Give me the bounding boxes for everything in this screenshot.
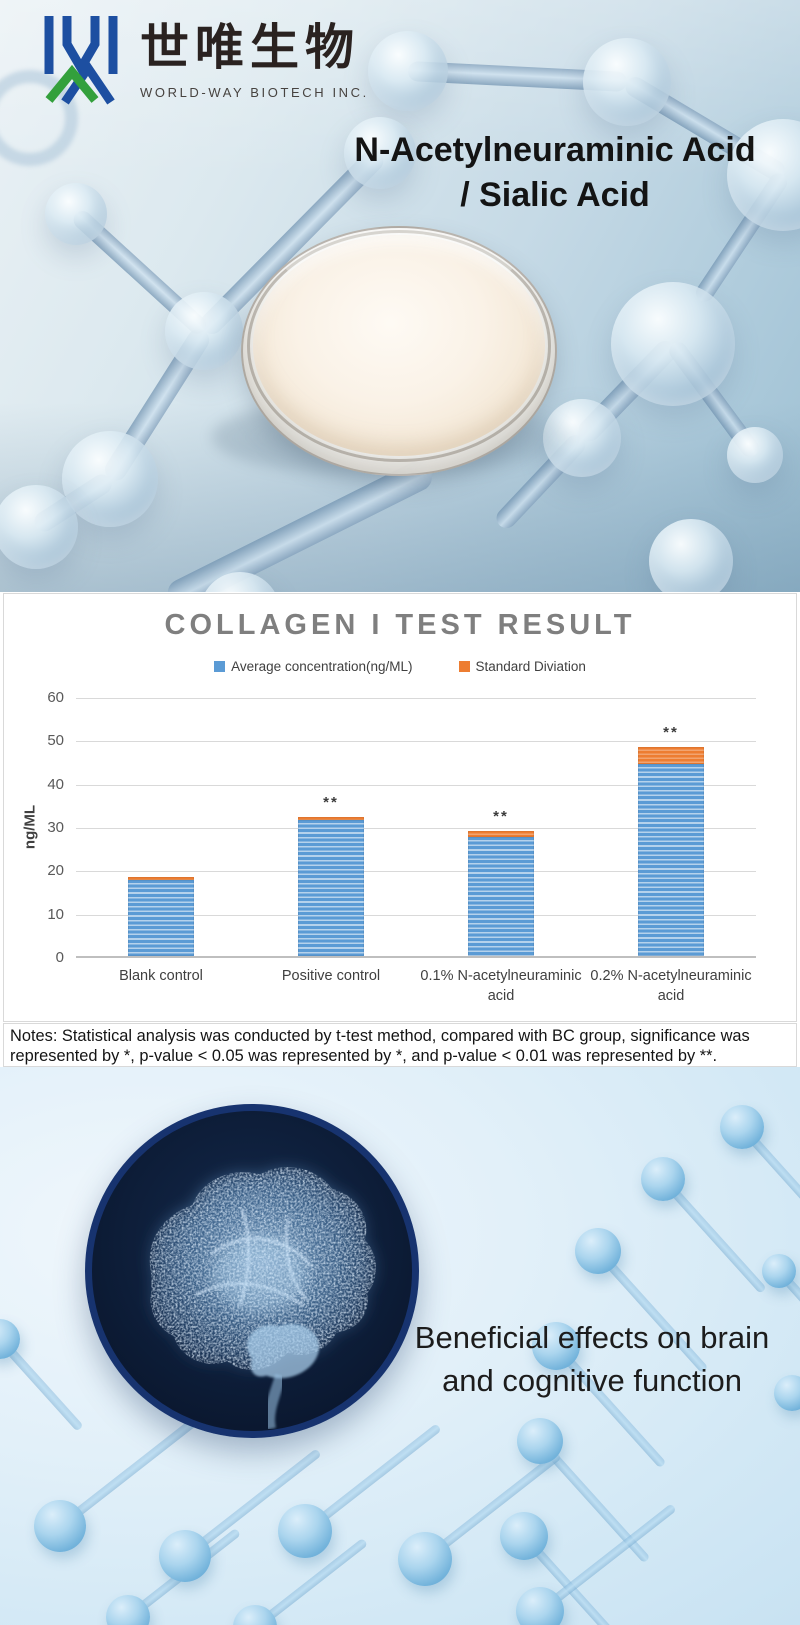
dna-sphere (720, 1105, 764, 1149)
chart-plot-area: ng/ML 0 10 20 30 40 50 60 Blank control ** Positi… (22, 689, 756, 1004)
molecule-sphere (543, 399, 621, 477)
bar-average (468, 837, 534, 956)
x-category-label: 0.2% N-acetylneuraminic acid (590, 968, 752, 1005)
dna-sphere (398, 1532, 452, 1586)
bottom-caption-line2: and cognitive function (442, 1362, 742, 1398)
gridline (76, 698, 756, 699)
molecule-sphere (611, 282, 735, 406)
bar-standard-deviation (638, 746, 704, 764)
legend-label-sd: Standard Diviation (475, 659, 586, 674)
dna-sphere (517, 1418, 563, 1464)
brain-image (85, 1104, 419, 1438)
molecule-sphere (727, 427, 783, 483)
molecule-sphere (62, 431, 158, 527)
bottom-caption-line1: Beneficial effects on brain (414, 1320, 770, 1355)
molecule-sphere (45, 183, 107, 245)
dna-sphere (500, 1512, 548, 1560)
bar-standard-deviation (128, 876, 194, 881)
dna-sphere (34, 1500, 86, 1552)
bottom-caption: Beneficial effects on brain and cognitiv… (402, 1317, 782, 1403)
bar-standard-deviation (298, 817, 364, 820)
y-tick-label: 20 (47, 862, 64, 880)
hero-molecule-decor (0, 0, 800, 592)
brand-logo: 世唯生物 WORLD-WAY BIOTECH INC. (38, 16, 369, 106)
notes-section: Notes: Statistical analysis was conducte… (0, 1023, 800, 1067)
dna-sphere (278, 1504, 332, 1558)
molecule-sphere (200, 572, 280, 592)
significance-label: ** (663, 723, 679, 741)
chart-title: COLLAGEN I TEST RESULT (164, 609, 636, 641)
brain-banner: Beneficial effects on brain and cognitiv… (0, 1067, 800, 1625)
dna-sphere (106, 1595, 150, 1625)
legend-label-average: Average concentration(ng/ML) (231, 659, 413, 674)
dna-sphere (516, 1587, 564, 1625)
y-tick-label: 40 (47, 775, 64, 793)
product-title-line2: / Sialic Acid (460, 176, 650, 215)
dna-sphere (774, 1375, 800, 1411)
x-category-label: Blank control (119, 968, 203, 984)
chart-legend: Average concentration(ng/ML) Standard Di… (4, 659, 796, 674)
legend-swatch-orange (458, 661, 470, 672)
x-category-label: 0.1% N-acetylneuraminic acid (420, 968, 582, 1005)
dna-sphere (575, 1228, 621, 1274)
gridline (76, 871, 756, 873)
bar-average (298, 819, 364, 956)
gridline (76, 741, 756, 743)
legend-swatch-blue (214, 661, 226, 672)
dna-sphere (762, 1254, 796, 1288)
bar-average (128, 880, 194, 956)
notes-line2: represented by *, p-value < 0.05 was rep… (10, 1047, 718, 1066)
brand-name-cn: 世唯生物 (140, 21, 361, 75)
dish-rim (247, 230, 551, 462)
molecule-sphere (368, 31, 448, 111)
bar-average (638, 763, 704, 956)
dna-sphere (532, 1322, 580, 1370)
y-tick-label: 30 (47, 819, 64, 836)
gridline (76, 828, 756, 829)
y-tick-label: 60 (47, 689, 64, 706)
significance-label: ** (493, 808, 509, 826)
powder-dish-photo (211, 226, 571, 480)
molecule-sphere (165, 292, 243, 370)
product-title: N-Acetylneuraminic Acid / Sialic Acid (315, 128, 795, 218)
bar-standard-deviation (468, 831, 534, 838)
dna-sphere (159, 1530, 211, 1582)
y-tick-label: 50 (47, 732, 64, 750)
legend-item-average: Average concentration(ng/ML) (214, 659, 413, 674)
gridline (76, 914, 756, 916)
dna-sphere (0, 1319, 20, 1359)
worldway-logo-icon (44, 16, 118, 105)
molecule-sphere (649, 519, 733, 592)
collagen-chart-card: COLLAGEN I TEST RESULT Average concentra… (3, 593, 797, 1022)
hero-banner: 世唯生物 WORLD-WAY BIOTECH INC. N-Acetylneur… (0, 0, 800, 592)
chart-section: COLLAGEN I TEST RESULT Average concentra… (0, 592, 800, 1023)
dna-helix-decor (0, 1067, 800, 1625)
dna-sphere (233, 1605, 277, 1625)
y-tick-label: 10 (47, 905, 64, 923)
molecule-sphere (0, 485, 78, 569)
notes-text: Notes: Statistical analysis was conducte… (3, 1023, 797, 1067)
y-tick-label: 0 (55, 949, 64, 966)
gridline (76, 784, 756, 786)
x-category-label: Positive control (281, 968, 381, 984)
significance-label: ** (323, 794, 339, 812)
molecule-sphere (583, 38, 671, 126)
notes-line1: Notes: Statistical analysis was conducte… (10, 1027, 750, 1045)
legend-item-sd: Standard Diviation (458, 659, 586, 674)
brand-name-en: WORLD-WAY BIOTECH INC. (140, 84, 369, 100)
dna-sphere (641, 1157, 685, 1201)
molecule-sphere (344, 117, 416, 189)
brain-illustration (149, 1167, 376, 1429)
product-title-line1: N-Acetylneuraminic Acid (354, 131, 756, 169)
